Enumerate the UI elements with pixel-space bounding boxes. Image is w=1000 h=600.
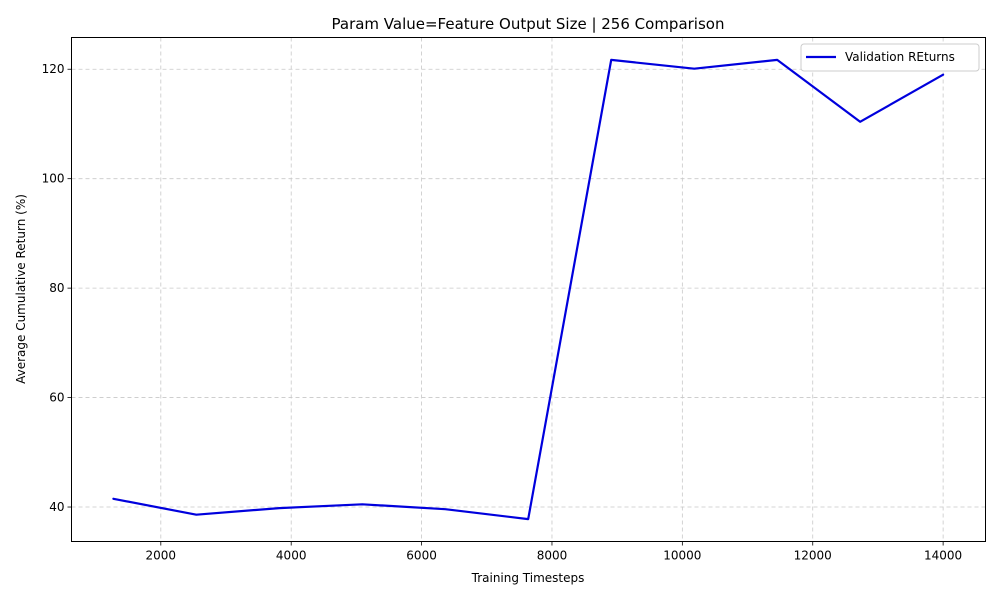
grid	[71, 37, 986, 542]
x-axis-label: Training Timesteps	[471, 571, 585, 585]
x-tick-label: 6000	[406, 549, 437, 563]
y-axis-label: Average Cumulative Return (%)	[14, 194, 28, 384]
y-tick-label: 40	[49, 500, 64, 514]
x-tick-label: 8000	[537, 549, 568, 563]
x-tick-label: 4000	[276, 549, 307, 563]
x-tick-label: 10000	[663, 549, 701, 563]
y-tick-label: 100	[42, 172, 65, 186]
y-tick-label: 60	[49, 391, 64, 405]
x-tick-label: 14000	[924, 549, 962, 563]
y-tick-label: 80	[49, 281, 64, 295]
series-line	[112, 58, 945, 521]
chart-title: Param Value=Feature Output Size | 256 Co…	[332, 15, 725, 33]
legend: Validation REturns	[800, 43, 980, 72]
legend-label: Validation REturns	[845, 50, 955, 64]
x-tick-label: 2000	[146, 549, 177, 563]
ticks: 2000 4000 6000 8000 10000 12000 14000 40 60 80 100…	[42, 62, 963, 562]
x-tick-label: 12000	[794, 549, 832, 563]
y-tick-label: 120	[42, 62, 65, 76]
legend-box	[800, 43, 980, 72]
plot-frame	[71, 37, 986, 542]
series-layer	[112, 58, 945, 521]
